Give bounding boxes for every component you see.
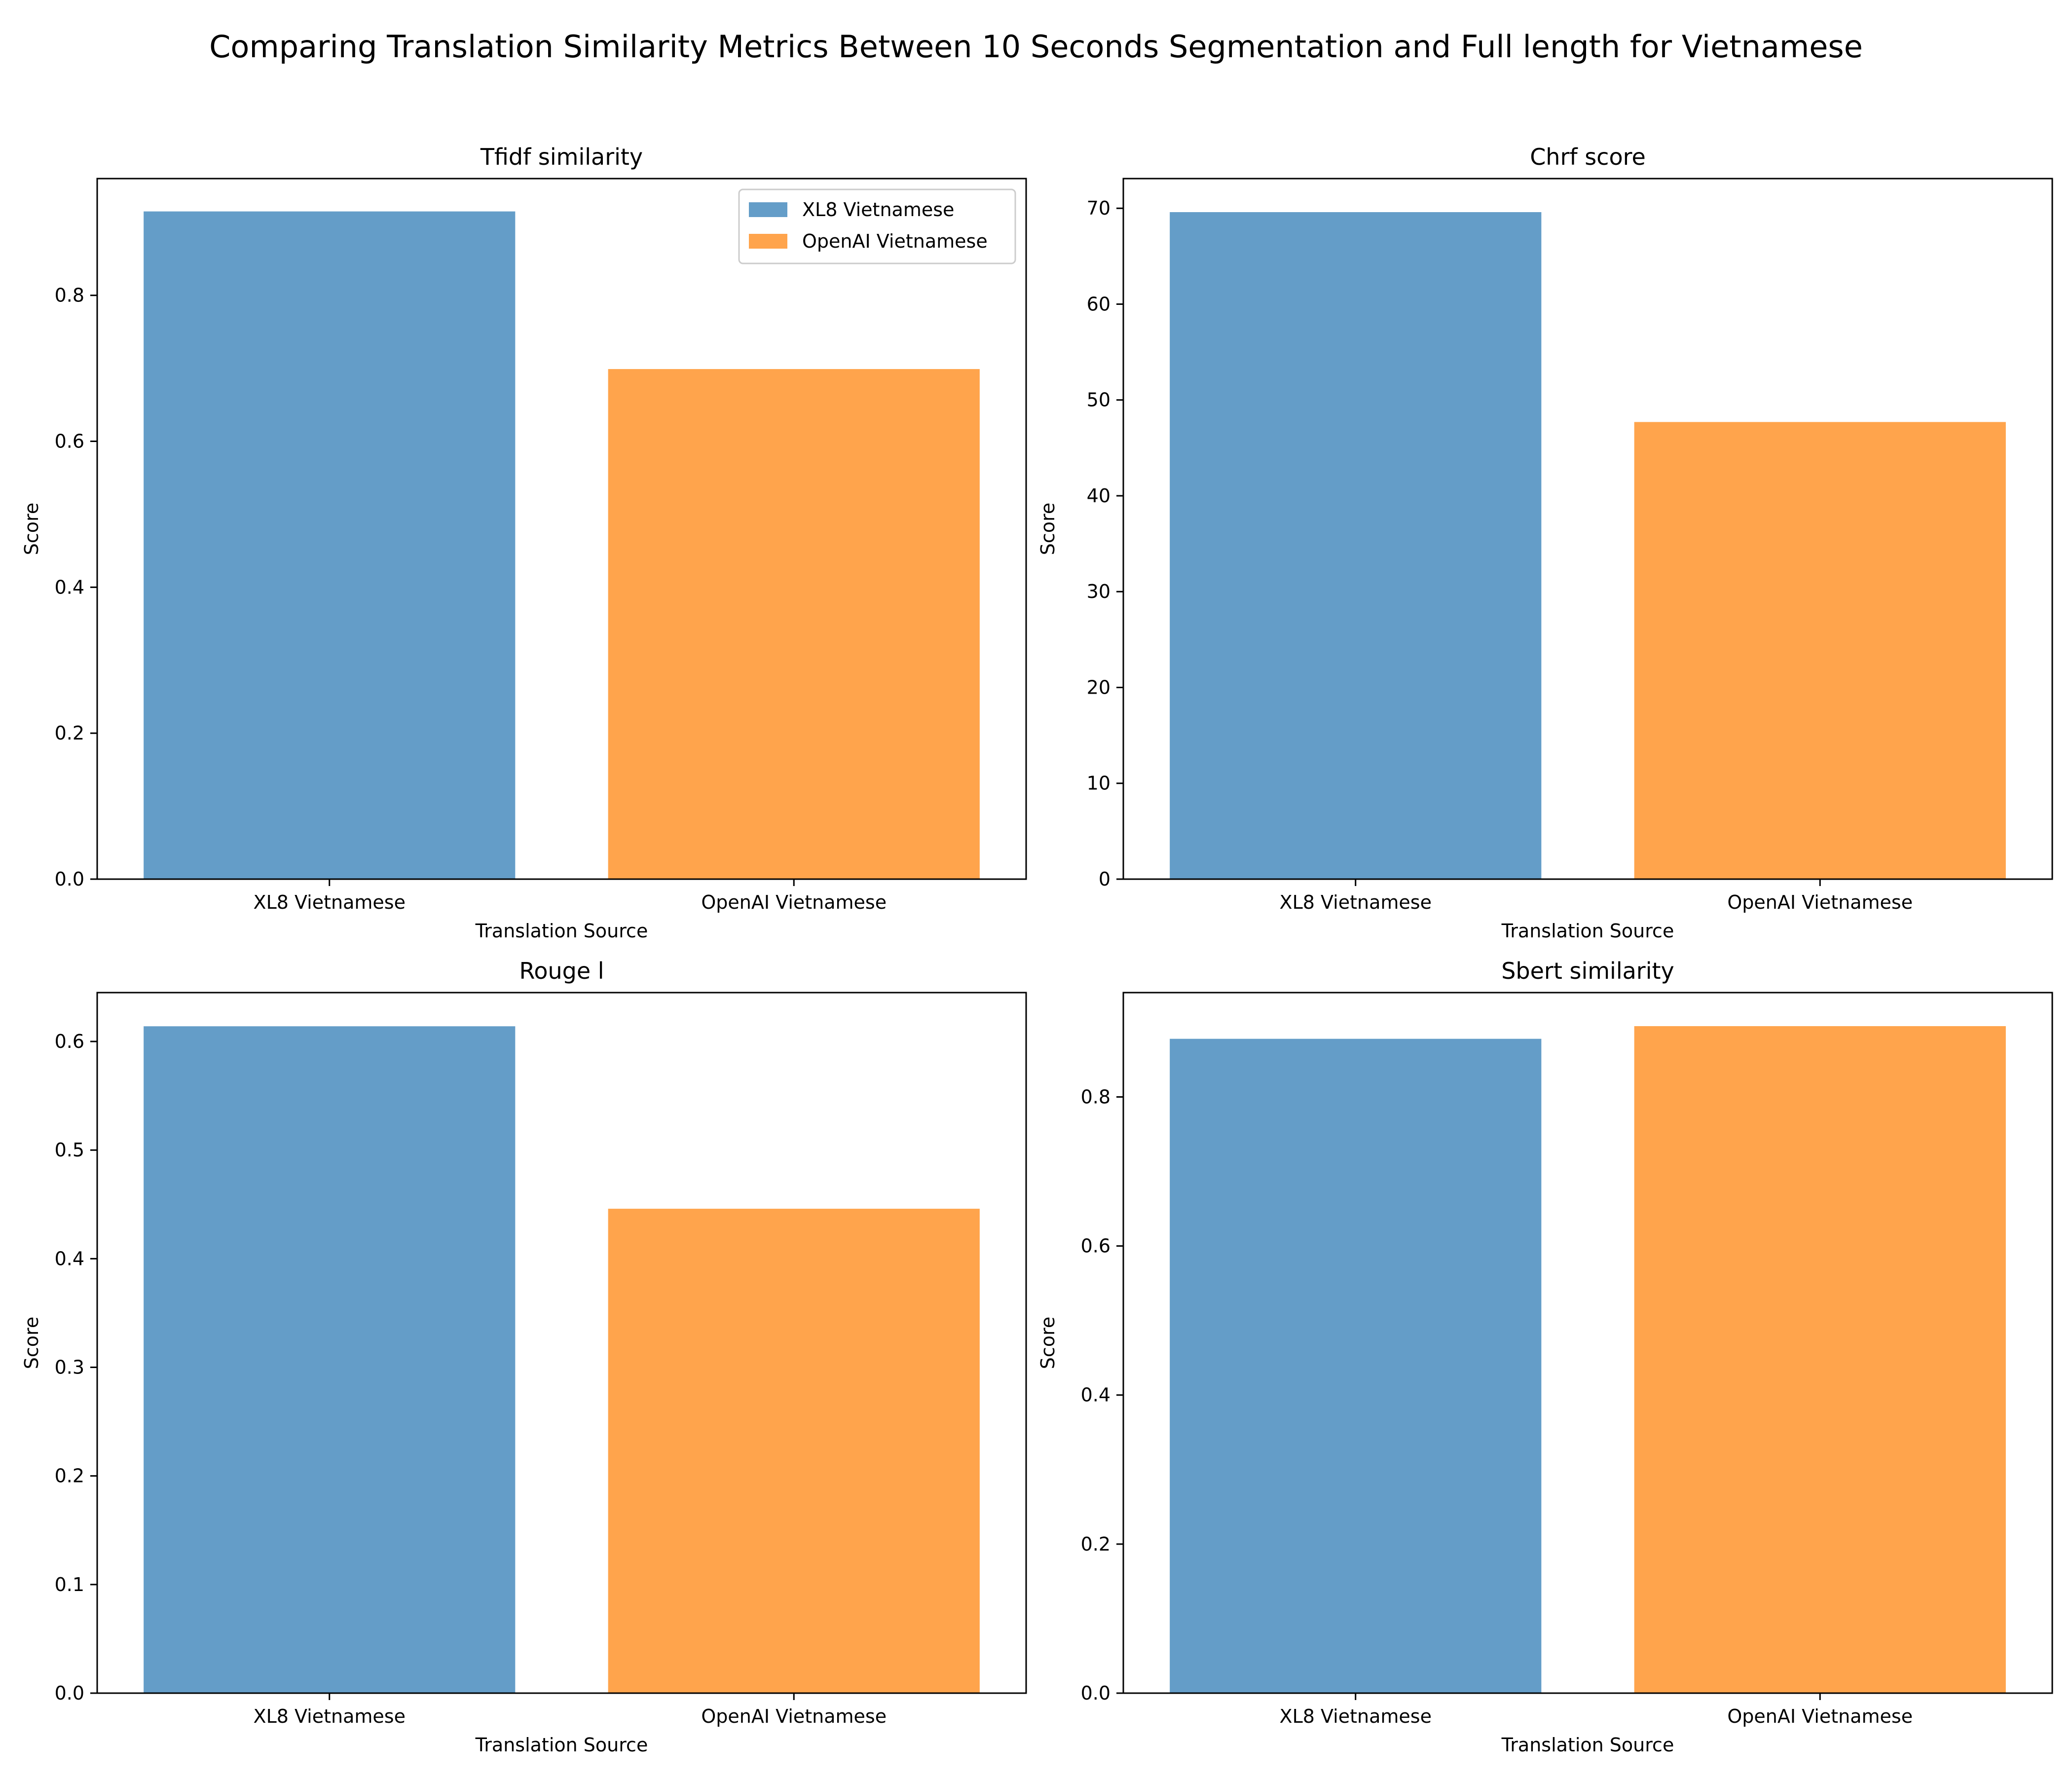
- y-axis-label: Score: [21, 1317, 42, 1369]
- x-tick-label: XL8 Vietnamese: [254, 891, 406, 913]
- y-tick-label: 0.4: [55, 1248, 84, 1269]
- bar-openai: [608, 369, 980, 879]
- y-tick-label: 0.4: [1081, 1384, 1110, 1406]
- subplot-title: Chrf score: [1530, 144, 1646, 170]
- y-tick-label: 0.6: [55, 1031, 84, 1052]
- y-tick-label: 0.2: [55, 1465, 84, 1487]
- y-tick-label: 0.8: [55, 285, 84, 306]
- y-tick-label: 20: [1087, 676, 1110, 698]
- y-tick-label: 0.8: [1081, 1086, 1110, 1108]
- x-axis-label: Translation Source: [1501, 1734, 1674, 1756]
- figure-title: Comparing Translation Similarity Metrics…: [209, 29, 1863, 65]
- y-tick-label: 10: [1087, 773, 1110, 794]
- x-tick-label: OpenAI Vietnamese: [1727, 1705, 1913, 1727]
- chart-panel-1: 0.0 0.2 0.4 0.6 0.8 XL8 Vietnamese OpenAI Viet…: [21, 144, 1027, 942]
- y-tick-label: 0.1: [55, 1574, 84, 1595]
- bar-openai: [1634, 422, 2006, 879]
- subplot-title: Tfidf similarity: [480, 144, 643, 170]
- y-tick-label: 0.6: [1081, 1235, 1110, 1257]
- y-tick-label: 0.0: [1081, 1682, 1110, 1704]
- x-tick-label: XL8 Vietnamese: [1280, 1705, 1432, 1727]
- legend-label-openai: OpenAI Vietnamese: [802, 230, 988, 252]
- legend-swatch-xl8: [749, 202, 787, 217]
- y-tick-label: 0: [1099, 868, 1110, 890]
- subplot-title: Rouge l: [519, 958, 604, 984]
- y-tick-label: 0.2: [1081, 1533, 1110, 1555]
- y-axis-label: Score: [1037, 1317, 1059, 1369]
- bar-xl8: [144, 211, 516, 879]
- y-tick-label: 0.4: [55, 576, 84, 598]
- chart-panel-2: 0 10 20 30 40 50 60 70 XL8 Vietnamese OpenAI Viet…: [1037, 144, 2053, 942]
- y-tick-label: 0.0: [55, 868, 84, 890]
- axes-frame: [96, 178, 1027, 880]
- x-tick-label: OpenAI Vietnamese: [1727, 891, 1913, 913]
- y-tick-label: 0.3: [55, 1357, 84, 1378]
- y-tick-label: 60: [1087, 293, 1110, 315]
- chart-panel-3: 0.0 0.1 0.2 0.3 0.4 0.5 0.6 XL8 Vietnamese OpenA…: [21, 958, 1027, 1756]
- y-axis-label: Score: [21, 503, 42, 555]
- bar-openai: [1634, 1026, 2006, 1693]
- y-tick-label: 0.6: [55, 431, 84, 452]
- bar-openai: [608, 1209, 980, 1693]
- legend-label-xl8: XL8 Vietnamese: [802, 199, 954, 221]
- y-tick-label: 30: [1087, 581, 1110, 602]
- bar-xl8: [1170, 212, 1542, 880]
- subplot-title: Sbert similarity: [1501, 958, 1674, 984]
- axes-frame: [1122, 992, 2053, 1694]
- x-tick-label: XL8 Vietnamese: [1280, 891, 1432, 913]
- y-tick-label: 0.2: [55, 722, 84, 744]
- legend: XL8 Vietnamese OpenAI Vietnamese: [738, 188, 1016, 264]
- y-tick-label: 0.5: [55, 1139, 84, 1161]
- x-tick-label: OpenAI Vietnamese: [701, 1705, 887, 1727]
- y-tick-label: 0.0: [55, 1682, 84, 1704]
- bar-xl8: [144, 1026, 516, 1693]
- x-axis-label: Translation Source: [475, 920, 648, 942]
- x-axis-label: Translation Source: [1501, 920, 1674, 942]
- y-tick-label: 40: [1087, 485, 1110, 507]
- legend-swatch-openai: [749, 234, 787, 249]
- axes-frame: [96, 992, 1027, 1694]
- y-tick-label: 50: [1087, 389, 1110, 411]
- axes-frame: [1122, 178, 2053, 880]
- legend-box: [738, 188, 1016, 264]
- y-tick-label: 70: [1087, 197, 1110, 219]
- x-tick-label: XL8 Vietnamese: [254, 1705, 406, 1727]
- y-axis-label: Score: [1037, 503, 1059, 555]
- x-axis-label: Translation Source: [475, 1734, 648, 1756]
- bar-xl8: [1170, 1038, 1542, 1693]
- chart-panel-4: 0.0 0.2 0.4 0.6 0.8 XL8 Vietnamese OpenAI Viet…: [1037, 958, 2053, 1756]
- x-tick-label: OpenAI Vietnamese: [701, 891, 887, 913]
